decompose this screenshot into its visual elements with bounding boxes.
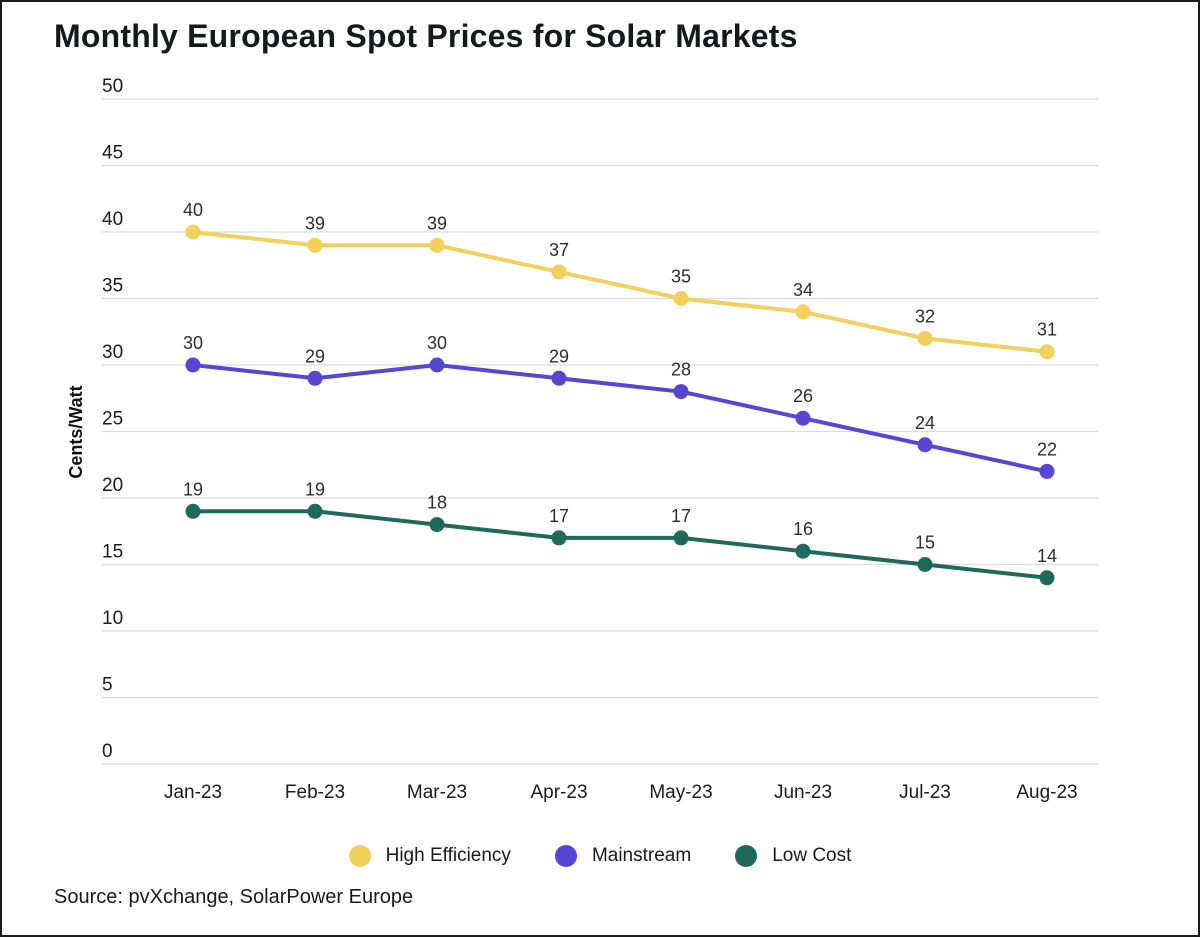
data-point: [917, 557, 933, 572]
legend-dot: [348, 845, 371, 867]
data-point: [185, 357, 201, 373]
legend-item: Low Cost: [735, 845, 851, 867]
data-label: 29: [549, 346, 569, 366]
data-label: 26: [793, 386, 813, 406]
y-tick-label: 30: [102, 342, 123, 363]
data-label: 39: [305, 213, 325, 233]
data-point: [307, 503, 323, 519]
data-label: 32: [915, 306, 935, 326]
y-tick-label: 5: [102, 675, 113, 696]
data-label: 14: [1037, 546, 1057, 566]
x-tick-label: Aug-23: [1016, 782, 1077, 803]
x-tick-label: Jun-23: [774, 782, 832, 803]
data-point: [673, 291, 689, 306]
data-point: [1039, 344, 1055, 360]
data-point: [429, 237, 445, 253]
y-axis-title: Cents/Watt: [66, 385, 86, 478]
x-tick-label: Mar-23: [407, 782, 467, 803]
data-point: [917, 437, 933, 453]
data-label: 35: [671, 267, 691, 287]
data-point: [917, 330, 933, 346]
data-point: [1039, 463, 1055, 479]
series-line: [191, 363, 1049, 474]
data-point: [551, 264, 567, 280]
data-label: 22: [1037, 439, 1057, 459]
data-point: [795, 543, 811, 559]
data-label: 30: [183, 333, 203, 353]
data-label: 24: [915, 413, 935, 433]
data-label: 19: [183, 479, 203, 499]
data-point: [551, 370, 567, 386]
legend-dot: [554, 845, 577, 867]
data-label: 16: [793, 519, 813, 539]
data-point: [307, 237, 323, 253]
legend-item: Mainstream: [554, 845, 692, 867]
y-tick-label: 40: [102, 209, 123, 230]
y-tick-label: 45: [102, 143, 123, 164]
data-point: [551, 530, 567, 546]
series-line: [191, 230, 1049, 354]
x-tick-label: Feb-23: [285, 782, 345, 803]
data-label: 39: [427, 213, 447, 233]
source-note: Source: pvXchange, SolarPower Europe: [54, 886, 414, 908]
data-label: 31: [1037, 320, 1057, 340]
data-label: 30: [427, 333, 447, 353]
data-point: [1039, 570, 1055, 586]
y-tick-label: 10: [102, 608, 123, 629]
x-tick-label: May-23: [649, 782, 712, 803]
x-tick-label: Jan-23: [164, 782, 222, 803]
x-tick-label: Apr-23: [530, 782, 587, 803]
data-point: [673, 530, 689, 546]
series-line: [191, 509, 1049, 580]
legend-label: High Efficiency: [385, 845, 511, 866]
data-label: 17: [671, 506, 691, 526]
data-point: [673, 384, 689, 400]
y-tick-label: 25: [102, 409, 123, 430]
data-label: 37: [549, 240, 569, 260]
data-label: 40: [183, 200, 203, 220]
data-point: [429, 517, 445, 533]
y-tick-label: 50: [102, 76, 123, 97]
y-tick-label: 20: [102, 475, 123, 496]
data-point: [795, 304, 811, 320]
x-tick-label: Jul-23: [899, 782, 951, 803]
legend-item: High Efficiency: [348, 845, 511, 867]
data-label: 18: [427, 493, 447, 513]
data-point: [795, 410, 811, 426]
data-label: 28: [671, 360, 691, 380]
data-point: [185, 224, 201, 240]
data-point: [307, 370, 323, 386]
data-label: 19: [305, 479, 325, 499]
data-label: 17: [549, 506, 569, 526]
y-tick-label: 0: [102, 741, 113, 762]
data-point: [429, 357, 445, 373]
legend-label: Mainstream: [591, 845, 692, 866]
data-point: [185, 503, 201, 519]
y-tick-label: 35: [102, 276, 123, 297]
data-label: 29: [305, 346, 325, 366]
data-label: 34: [793, 280, 813, 300]
y-tick-label: 15: [102, 542, 123, 563]
legend-dot: [735, 845, 758, 867]
legend: High Efficiency Mainstream Low Cost: [2, 845, 1198, 867]
legend-label: Low Cost: [772, 845, 852, 866]
data-label: 15: [915, 533, 935, 553]
chart-title: Monthly European Spot Prices for Solar M…: [54, 18, 798, 54]
